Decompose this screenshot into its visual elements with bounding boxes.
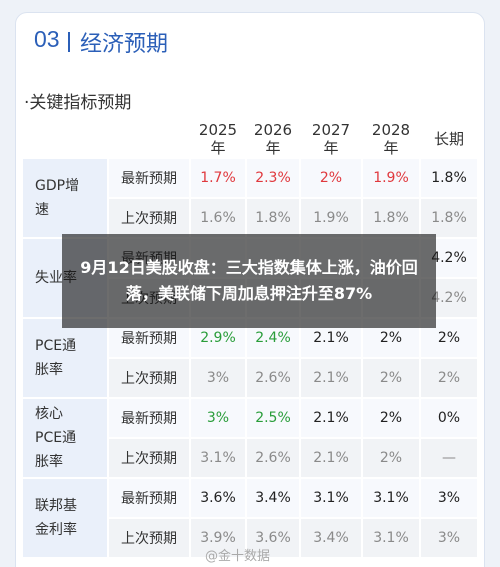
value-cell: 1.8% [420,198,478,238]
row-label: 上次预期 [108,358,190,398]
value-cell: 1.8% [362,198,420,238]
column-header: 2025年 [190,118,246,160]
value-cell: 3% [190,398,246,438]
value-cell: — [420,438,478,478]
value-cell: 3.1% [300,478,362,518]
value-cell: 2.3% [246,158,300,198]
value-cell: 2.5% [246,398,300,438]
value-cell: 1.7% [190,158,246,198]
divider [68,32,70,52]
group-label: GDP增速 [22,158,108,238]
value-cell: 1.8% [246,198,300,238]
column-header: 2026年 [246,118,300,160]
group-label: PCE通胀率 [22,318,108,398]
value-cell: 2% [362,438,420,478]
value-cell: 3% [420,478,478,518]
value-cell: 3.1% [190,438,246,478]
row-label: 最新预期 [108,398,190,438]
value-cell: 2% [362,398,420,438]
row-label: 最新预期 [108,478,190,518]
value-cell: 3.9% [190,518,246,558]
value-cell: 0% [420,398,478,438]
value-cell: 3.1% [362,518,420,558]
overlay-caption: 9月12日美股收盘：三大指数集体上涨，油价回落，美联储下周加息押注升至87% [62,234,436,328]
value-cell: 1.9% [362,158,420,198]
section-title: 经济预期 [80,32,169,57]
column-header: 2028年 [362,118,420,160]
value-cell: 1.8% [420,158,478,198]
row-label: 上次预期 [108,198,190,238]
value-cell: 2% [420,358,478,398]
section-number: 03 [34,26,60,52]
value-cell: 3.6% [190,478,246,518]
value-cell: 3.6% [246,518,300,558]
value-cell: 3% [420,518,478,558]
column-header: 2027年 [300,118,362,160]
row-label: 上次预期 [108,518,190,558]
value-cell: 3% [190,358,246,398]
group-label: 核心PCE通胀率 [22,398,108,478]
value-cell: 2.1% [300,398,362,438]
value-cell: 3.4% [300,518,362,558]
group-label: 联邦基金利率 [22,478,108,558]
value-cell: 2.1% [300,438,362,478]
value-cell: 2.6% [246,358,300,398]
value-cell: 1.9% [300,198,362,238]
value-cell: 2% [362,358,420,398]
row-label: 上次预期 [108,438,190,478]
value-cell: 2.1% [300,358,362,398]
value-cell: 2.6% [246,438,300,478]
subtitle: ·关键指标预期 [24,93,132,113]
value-cell: 3.4% [246,478,300,518]
value-cell: 3.1% [362,478,420,518]
value-cell: 1.6% [190,198,246,238]
value-cell: 2% [300,158,362,198]
watermark: @金十数据 [205,549,271,564]
column-header: 长期 [420,118,478,160]
row-label: 最新预期 [108,158,190,198]
